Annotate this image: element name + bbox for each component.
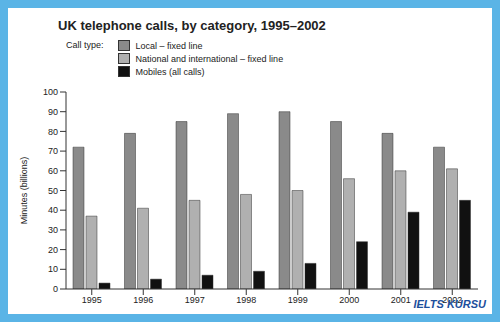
svg-text:30: 30 <box>48 225 58 235</box>
svg-text:90: 90 <box>48 107 58 117</box>
html-text:National and international – f: National and international – fixed line <box>135 53 284 64</box>
html-text:UK telephone calls, by categor: UK telephone calls, by category, 1995–20… <box>58 18 326 33</box>
svg-text:1997: 1997 <box>185 295 205 305</box>
svg-text:60: 60 <box>48 166 58 176</box>
svg-text:1996: 1996 <box>133 295 153 305</box>
html-text:Mobiles (all calls): Mobiles (all calls) <box>135 66 205 77</box>
svg-text:80: 80 <box>48 127 58 137</box>
html-text:Local – fixed line: Local – fixed line <box>135 40 203 51</box>
svg-text:70: 70 <box>48 146 58 156</box>
svg-text:50: 50 <box>48 186 58 196</box>
svg-text:Minutes (billions): Minutes (billions) <box>19 157 29 225</box>
svg-text:2001: 2001 <box>391 295 411 305</box>
svg-text:20: 20 <box>48 245 58 255</box>
svg-text:0: 0 <box>53 284 58 294</box>
svg-text:100: 100 <box>43 87 58 97</box>
html-text:IELTS KURSU: IELTS KURSU <box>413 298 486 310</box>
svg-text:2000: 2000 <box>339 295 359 305</box>
svg-text:40: 40 <box>48 205 58 215</box>
svg-text:1999: 1999 <box>288 295 308 305</box>
svg-text:1995: 1995 <box>82 295 102 305</box>
svg-text:1998: 1998 <box>236 295 256 305</box>
html-text:Call type:: Call type: <box>66 40 104 50</box>
svg-text:10: 10 <box>48 264 58 274</box>
